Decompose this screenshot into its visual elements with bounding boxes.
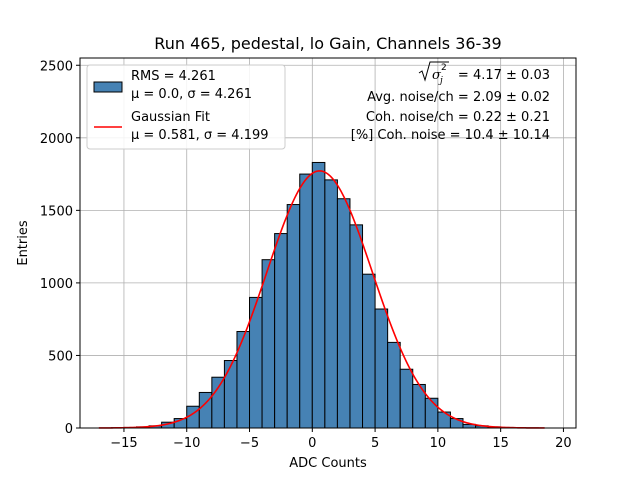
histogram-bar (261, 259, 276, 429)
y-tick-label: 2500 (40, 59, 73, 74)
legend-entry-fit-params: μ = 0.581, σ = 4.199 (131, 128, 269, 143)
histogram-bar (387, 341, 401, 429)
x-tick-label: 0 (308, 436, 316, 451)
y-tick-label: 0 (65, 422, 73, 437)
histogram-bar (274, 233, 288, 429)
histogram-bar (299, 173, 313, 429)
histogram-bar (311, 161, 326, 429)
y-axis-ticks: 0 500 1000 1500 2000 2500 (40, 59, 80, 437)
svg-text:j: j (438, 76, 443, 86)
x-tick-label: −15 (110, 436, 137, 451)
legend-entry-rms: RMS = 4.261 (131, 69, 216, 84)
annotation-avg-noise: Avg. noise/ch = 2.09 ± 0.02 (367, 90, 550, 105)
plot-frame (79, 57, 577, 429)
histogram-bar (336, 198, 351, 429)
histogram-bar (374, 308, 389, 429)
sqrt-sigma-symbol: σ j 2 (418, 61, 449, 86)
y-tick-label: 2000 (40, 132, 73, 147)
x-axis-ticks: −15 −10 −5 0 5 10 15 20 (110, 428, 572, 451)
fit-curve-group (98, 170, 545, 429)
y-tick-label: 500 (48, 349, 73, 364)
histogram-bar (324, 179, 338, 429)
legend-swatch-histogram (93, 81, 123, 93)
histogram-bar (211, 376, 225, 429)
x-axis-label: ADC Counts (289, 456, 367, 471)
legend-frame (86, 64, 286, 150)
histogram-bar (223, 360, 238, 429)
y-tick-label: 1500 (40, 204, 73, 219)
legend: RMS = 4.261 μ = 0.0, σ = 4.261 Gaussian … (86, 64, 286, 150)
histogram-bar (286, 204, 301, 429)
x-tick-label: 20 (555, 436, 572, 451)
svg-text:σ: σ (432, 68, 442, 83)
annotation-coh-noise-percent: [%] Coh. noise = 10.4 ± 10.14 (351, 128, 550, 143)
histogram-bar (399, 368, 414, 429)
x-tick-label: −10 (173, 436, 200, 451)
x-tick-label: −5 (240, 436, 259, 451)
legend-entry-rms-params: μ = 0.0, σ = 4.261 (131, 87, 252, 102)
legend-entry-fit: Gaussian Fit (131, 110, 210, 125)
svg-text:2: 2 (441, 63, 447, 73)
histogram-bar (362, 273, 376, 429)
histogram-bar (236, 331, 251, 429)
x-tick-label: 10 (430, 436, 447, 451)
x-tick-label: 15 (492, 436, 509, 451)
histogram-bar (349, 224, 364, 429)
histogram-bar (424, 397, 439, 429)
histogram-bars (110, 161, 539, 429)
y-tick-label: 1000 (40, 277, 73, 292)
annotation-coh-noise: Coh. noise/ch = 0.22 ± 0.21 (366, 110, 550, 125)
x-tick-label: 5 (371, 436, 379, 451)
noise-annotations: σ j 2 = 4.17 ± 0.03 Avg. noise/ch = 2.09… (351, 61, 550, 143)
chart-title: Run 465, pedestal, lo Gain, Channels 36-… (154, 34, 501, 53)
annotation-total-noise: = 4.17 ± 0.03 (458, 68, 550, 83)
gaussian-fit-curve (98, 170, 545, 429)
y-axis-label: Entries (16, 220, 31, 266)
